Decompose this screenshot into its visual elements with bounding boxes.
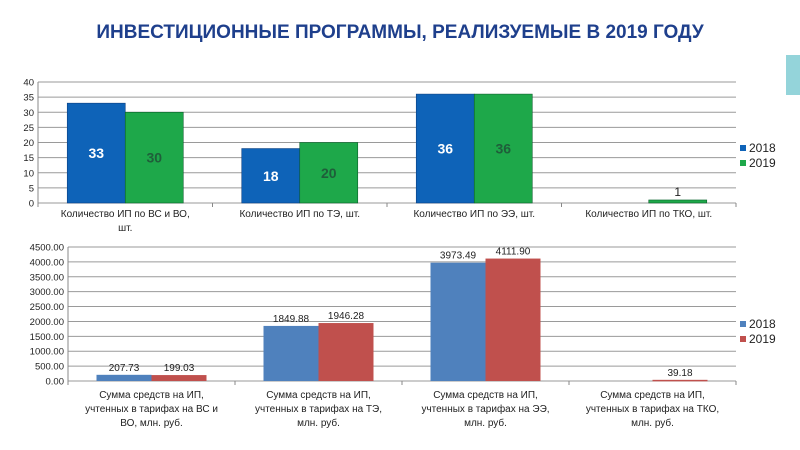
category-label: Сумма средств на ИП,: [600, 390, 705, 401]
data-label: 1: [674, 185, 681, 199]
y-tick-label: 4500.00: [30, 243, 64, 254]
y-tick-label: 1000.00: [30, 347, 64, 358]
data-label: 4111.90: [496, 247, 531, 258]
y-tick-label: 0.00: [46, 377, 65, 388]
data-label: 36: [437, 141, 453, 157]
bar-2018: [415, 93, 475, 204]
data-label: 207.73: [109, 363, 140, 374]
data-label: 1849.88: [273, 314, 310, 325]
legend-label: 2018: [749, 317, 776, 331]
y-tick-label: 3500.00: [30, 272, 64, 283]
bar-2019: [299, 142, 359, 204]
y-tick-label: 25: [23, 123, 34, 134]
y-tick-label: 500.00: [35, 362, 64, 373]
bar-2018: [430, 262, 486, 381]
category-label: шт.: [118, 223, 132, 234]
bar-2018: [263, 325, 319, 381]
data-label: 18: [263, 168, 279, 184]
data-label: 199.03: [164, 363, 195, 374]
legend-swatch: [740, 145, 746, 151]
y-tick-label: 20: [23, 138, 34, 149]
bar-2019: [151, 375, 207, 381]
bar-2019: [648, 199, 708, 204]
category-label: учтенных в тарифах на ТКО,: [586, 403, 719, 415]
y-tick-label: 15: [23, 153, 34, 164]
legend-label: 2019: [749, 156, 776, 170]
data-label: 20: [321, 165, 337, 181]
category-label: млн. руб.: [631, 417, 674, 429]
category-label: учтенных в тарифах на ЭЭ,: [421, 403, 549, 415]
data-label: 3973.49: [440, 251, 477, 262]
bar-2019: [318, 323, 374, 381]
category-label: млн. руб.: [297, 417, 340, 429]
category-label: Количество ИП по ТЭ, шт.: [239, 209, 360, 220]
y-tick-label: 4000.00: [30, 257, 64, 268]
y-tick-label: 1500.00: [30, 332, 64, 343]
bar-2019: [124, 111, 184, 204]
data-label: 1946.28: [328, 311, 365, 322]
category-label: Количество ИП по ТКО, шт.: [585, 209, 712, 220]
legend-swatch: [740, 160, 746, 166]
category-label: Сумма средств на ИП,: [266, 390, 371, 401]
category-label: Количество ИП по ВС и ВО,: [61, 209, 190, 220]
bar-2019: [485, 258, 541, 381]
category-label: Сумма средств на ИП,: [99, 390, 204, 401]
y-tick-label: 40: [23, 78, 34, 89]
data-label: 30: [146, 150, 162, 166]
legend-label: 2018: [749, 141, 776, 155]
data-label: 39.18: [667, 368, 692, 379]
bar-2018: [96, 374, 152, 381]
y-tick-label: 35: [23, 93, 34, 104]
y-tick-label: 5: [29, 183, 34, 194]
category-label: Количество ИП по ЭЭ, шт.: [413, 209, 535, 220]
bar-2019: [652, 379, 708, 382]
y-tick-label: 3000.00: [30, 287, 64, 298]
category-label: ВО, млн. руб.: [120, 417, 183, 429]
y-tick-label: 30: [23, 108, 34, 119]
legend-label: 2019: [749, 332, 776, 346]
category-label: Сумма средств на ИП,: [433, 390, 538, 401]
category-label: учтенных в тарифах на ВС и: [85, 403, 218, 415]
bar-2019: [473, 93, 533, 204]
y-tick-label: 10: [23, 168, 34, 179]
data-label: 33: [88, 145, 104, 161]
y-tick-label: 0: [29, 199, 34, 210]
corner-decoration: [786, 55, 800, 95]
y-tick-label: 2500.00: [30, 302, 64, 313]
category-label: млн. руб.: [464, 417, 507, 429]
y-tick-label: 2000.00: [30, 317, 64, 328]
legend-swatch: [740, 336, 746, 342]
category-label: учтенных в тарифах на ТЭ,: [255, 403, 382, 415]
slide-title: ИНВЕСТИЦИОННЫЕ ПРОГРАММЫ, РЕАЛИЗУЕМЫЕ В …: [96, 22, 704, 43]
legend-swatch: [740, 321, 746, 327]
data-label: 36: [495, 141, 511, 157]
